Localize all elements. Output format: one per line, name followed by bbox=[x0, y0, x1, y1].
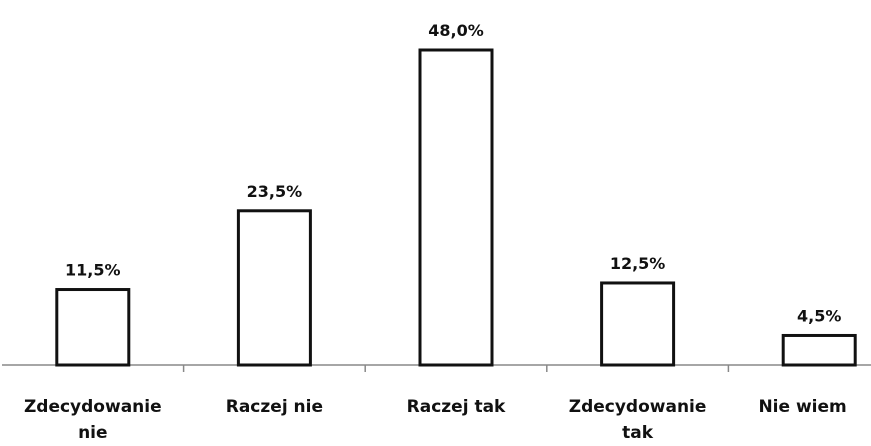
x-tick-label: Raczej nie bbox=[225, 397, 324, 417]
value-label: 4,5% bbox=[797, 306, 841, 325]
value-label: 11,5% bbox=[65, 261, 121, 280]
bar bbox=[600, 281, 676, 367]
bar bbox=[55, 288, 131, 367]
x-tick-label: Nie wiem bbox=[758, 397, 847, 417]
x-tick-label: Zdecydowanie nie bbox=[23, 397, 162, 443]
bar bbox=[236, 209, 312, 367]
bar bbox=[418, 48, 494, 367]
value-label: 12,5% bbox=[610, 254, 666, 273]
x-tick-label: Raczej tak bbox=[406, 397, 506, 417]
bar bbox=[781, 333, 857, 367]
value-label: 48,0% bbox=[428, 21, 484, 40]
value-label: 23,5% bbox=[247, 182, 303, 201]
x-tick-label: Zdecydowanie tak bbox=[568, 397, 707, 443]
